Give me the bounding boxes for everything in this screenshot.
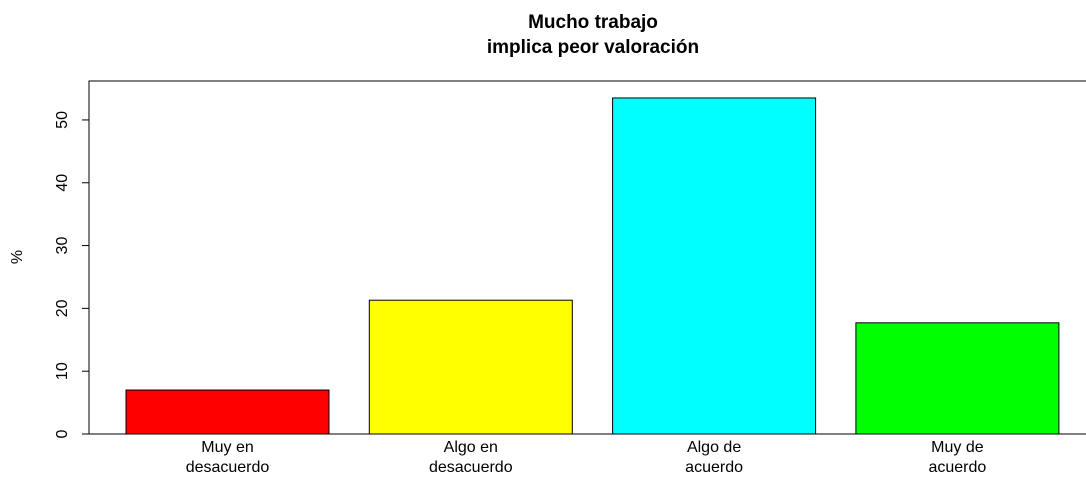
- y-tick-label: 10: [54, 362, 71, 380]
- y-axis-label: %: [9, 250, 26, 264]
- y-tick-label: 0: [54, 429, 71, 438]
- chart-title: Mucho trabajo implica peor valoración: [486, 12, 700, 58]
- x-tick-label: Algo en desacuerdo: [428, 439, 513, 476]
- x-tick-label: Muy de acuerdo: [928, 439, 987, 476]
- bar: [855, 322, 1060, 435]
- bar: [612, 97, 817, 435]
- y-tick-label: 40: [54, 174, 71, 192]
- x-tick-label: Muy en desacuerdo: [185, 439, 270, 476]
- y-tick-label: 20: [54, 299, 71, 317]
- bar: [368, 299, 573, 435]
- bar: [125, 389, 330, 435]
- y-tick-label: 30: [54, 237, 71, 255]
- y-tick-label: 50: [54, 111, 71, 129]
- x-tick-label: Algo de acuerdo: [685, 439, 743, 476]
